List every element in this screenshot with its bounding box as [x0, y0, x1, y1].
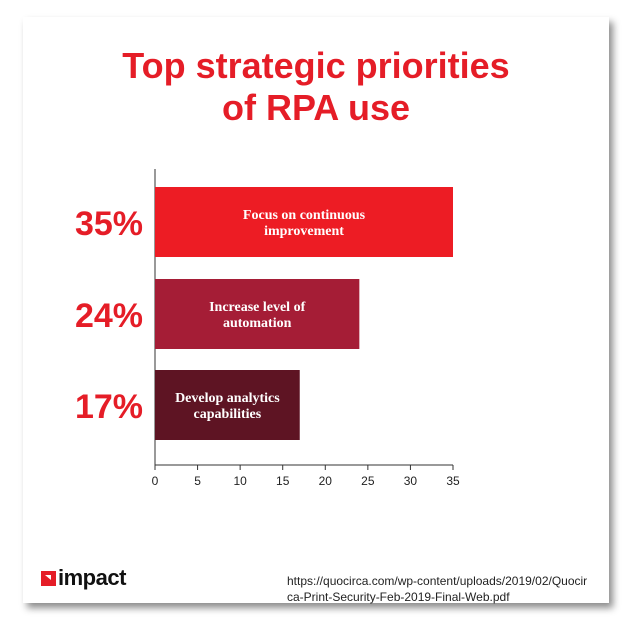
source-citation: https://quocirca.com/wp-content/uploads/…: [287, 573, 609, 605]
bar-category-label: Focus on continuous: [243, 208, 366, 223]
chart-card: Top strategic priorities of RPA use 0 5 10…: [23, 17, 609, 605]
x-tick-label: 35: [446, 474, 460, 488]
x-tick-label: 15: [276, 474, 290, 488]
bar-chart: 0 5 10 15 20 25 30 35 Focus on continuousimprove…: [75, 169, 460, 488]
chart-title-line-1: Top strategic priorities: [122, 45, 510, 86]
source-line-2: ca-Print-Security-Feb-2019-Final-Web.pdf: [287, 590, 510, 604]
chart-title: Top strategic priorities of RPA use: [23, 45, 609, 129]
x-tick-label: 10: [233, 474, 247, 488]
bar-value-label: 24%: [75, 297, 143, 335]
bar-value-label: 17%: [75, 388, 143, 426]
bar-category-label: Develop analytics: [175, 391, 280, 406]
bar: [155, 279, 360, 349]
bar-category-label: Increase level of: [209, 300, 305, 315]
bar-category-label: automation: [223, 316, 292, 331]
bar-category-label: improvement: [264, 224, 344, 239]
source-line-1: https://quocirca.com/wp-content/uploads/…: [287, 574, 588, 588]
impact-logo: impact: [41, 565, 126, 591]
impact-logo-icon: [41, 571, 56, 586]
bar: [155, 370, 300, 440]
x-tick-label: 25: [361, 474, 375, 488]
x-tick-label: 0: [152, 474, 159, 488]
bar-category-label: capabilities: [194, 407, 262, 422]
x-tick-label: 20: [319, 474, 333, 488]
x-tick-label: 30: [404, 474, 418, 488]
impact-logo-text: impact: [58, 565, 126, 590]
bar: [155, 187, 453, 257]
chart-title-line-2: of RPA use: [221, 87, 410, 128]
x-tick-label: 5: [194, 474, 201, 488]
bar-value-label: 35%: [75, 205, 143, 243]
